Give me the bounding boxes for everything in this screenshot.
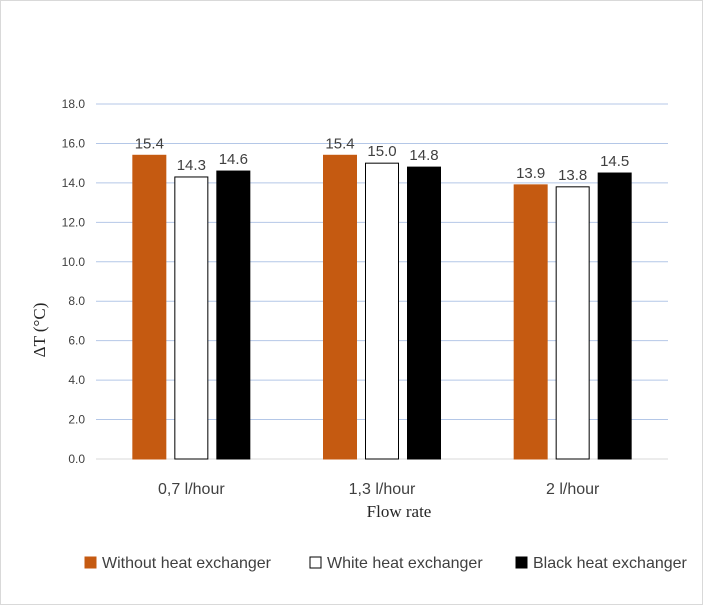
data-label: 14.3 [177,157,206,174]
bar [323,154,357,460]
legend-swatch [84,556,97,569]
y-tick-label: 12.0 [62,215,86,229]
bar [555,186,590,460]
x-tick-label: 0,7 l/hour [158,481,225,498]
legend-label: Without heat exchanger [102,555,272,572]
data-label: 14.8 [409,147,438,164]
y-tick-label: 14.0 [62,176,86,190]
legend-swatch [515,556,528,569]
x-tick-label: 2 l/hour [546,481,600,498]
x-tick-label: 1,3 l/hour [349,481,416,498]
data-label: 14.5 [600,153,629,170]
y-tick-label: 0.0 [68,452,85,466]
legend-label: Black heat exchanger [533,555,688,572]
bar [407,166,441,460]
legend: Without heat exchanger White heat exchang… [84,555,688,572]
bar [365,162,399,460]
x-axis-title: Flow rate [367,502,432,521]
y-tick-labels: 0.0 2.0 4.0 6.0 8.0 10.0 12.0 14.0 16.0 18.0 [62,97,86,466]
bar [132,154,167,460]
data-label: 15.4 [325,135,354,152]
bar [597,172,632,460]
bars [132,154,632,460]
data-label: 15.0 [367,143,396,160]
y-tick-label: 10.0 [62,255,86,269]
y-tick-label: 16.0 [62,136,86,150]
y-tick-label: 6.0 [68,334,85,348]
bar [513,184,548,460]
x-tick-labels: 0,7 l/hour 1,3 l/hour 2 l/hour [158,481,600,498]
legend-label: White heat exchanger [327,555,483,572]
data-label: 14.6 [219,151,248,168]
data-label: 13.8 [558,167,587,184]
y-tick-label: 18.0 [62,97,86,111]
bar [174,176,209,460]
y-axis-title: ΔT (°C) [30,303,49,358]
data-label: 13.9 [516,165,545,182]
bar [216,170,251,460]
data-labels: 15.4 14.3 14.6 15.4 15.0 14.8 13.9 13.8 14.5 [135,135,630,184]
legend-swatch [309,556,322,569]
y-tick-label: 4.0 [68,373,85,387]
y-tick-label: 8.0 [68,294,85,308]
y-tick-label: 2.0 [68,413,85,427]
data-label: 15.4 [135,135,164,152]
